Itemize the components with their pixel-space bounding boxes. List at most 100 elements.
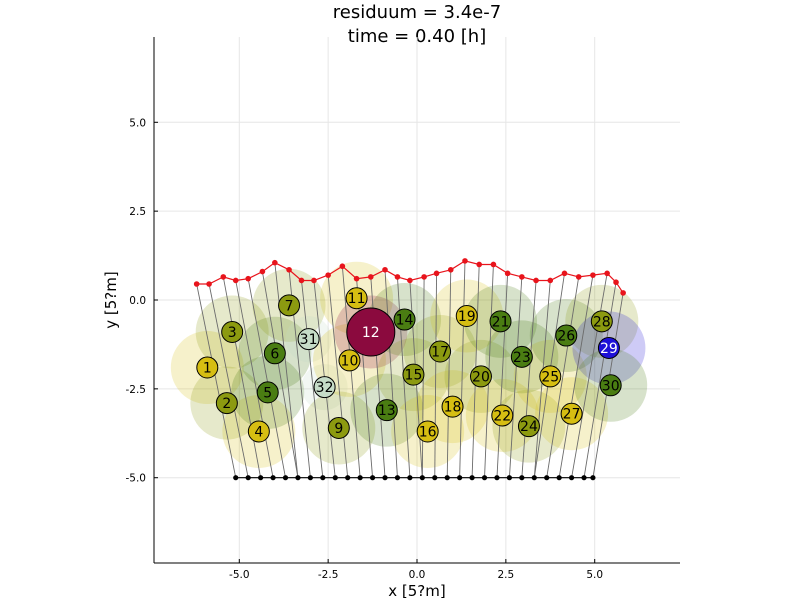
base-point — [506, 475, 513, 481]
cell-20: 20 — [469, 365, 492, 388]
surface-point — [519, 274, 525, 280]
cell-label: 17 — [431, 345, 449, 361]
spring-line — [571, 273, 608, 478]
cell-9: 9 — [327, 416, 350, 439]
spring-line — [341, 266, 361, 478]
surface-point — [206, 281, 212, 287]
surface-point — [533, 277, 539, 284]
base-point — [494, 475, 500, 481]
spring-line — [247, 278, 286, 478]
cell-11: 11 — [345, 287, 368, 310]
cell-disk — [221, 320, 244, 343]
spring-line — [459, 260, 466, 478]
cell-disk — [278, 294, 301, 317]
spring-line — [521, 280, 537, 478]
surface-point — [272, 259, 278, 266]
cell-32: 32 — [313, 376, 336, 399]
title-line-2: time = 0.40 [h] — [348, 26, 486, 47]
cell-disk — [393, 308, 416, 331]
cell-label: 21 — [492, 314, 510, 330]
spring-line — [558, 275, 594, 478]
cell-disk — [375, 399, 398, 422]
spring-line — [301, 280, 324, 478]
surface-point — [339, 263, 346, 270]
cell-disk — [469, 365, 492, 388]
surface-point — [311, 277, 317, 284]
base-point — [444, 475, 450, 481]
cell-31: 31 — [297, 328, 320, 351]
cell-disk — [215, 392, 238, 415]
y-axis-label: y [5?m] — [102, 271, 120, 328]
cell-label: 15 — [405, 368, 423, 384]
cell-disk — [416, 420, 439, 443]
cell-4: 4 — [247, 420, 270, 443]
spring-line — [327, 275, 349, 478]
x-tick-label: 0.0 — [409, 569, 426, 581]
cell-disk — [313, 376, 336, 399]
cell-label: 32 — [316, 380, 334, 396]
cell-disk — [345, 287, 368, 310]
cell-disk — [338, 349, 361, 372]
cell-12: 12 — [346, 307, 396, 357]
cell-disk — [599, 374, 622, 397]
surface-point — [407, 277, 413, 284]
base-point — [569, 475, 575, 481]
cell-27: 27 — [560, 402, 583, 425]
cell-disk — [441, 395, 464, 418]
base-point — [332, 475, 338, 481]
x-tick-label: 2.5 — [497, 569, 514, 581]
cell-17: 17 — [429, 340, 452, 363]
base-point — [544, 475, 550, 481]
spring-line — [496, 273, 509, 478]
surface-point — [220, 274, 227, 280]
cell-disk — [429, 340, 452, 363]
cell-label: 23 — [513, 350, 531, 366]
surface-point — [620, 290, 626, 296]
cell-disk — [402, 363, 425, 386]
cell-30: 30 — [599, 374, 622, 397]
cell-29: 29 — [597, 336, 620, 359]
cell-disk — [590, 310, 613, 333]
surface-point — [245, 275, 251, 282]
cell-18: 18 — [441, 395, 464, 418]
surface-point — [490, 261, 497, 268]
cell-19: 19 — [455, 304, 478, 327]
cell-disk — [256, 381, 279, 404]
base-point — [369, 475, 376, 481]
surface-point — [547, 277, 554, 284]
cell-label: 29 — [600, 341, 618, 357]
surface-point — [367, 274, 374, 280]
base-point — [295, 475, 301, 481]
cell-label: 28 — [593, 314, 611, 330]
cell-disk — [560, 402, 583, 425]
cell-label: 5 — [263, 385, 272, 401]
cell-disk — [455, 304, 478, 327]
y-tick-label: 2.5 — [129, 206, 146, 218]
x-tick-label: -2.5 — [318, 569, 339, 581]
y-tick-label: -5.0 — [126, 473, 147, 485]
cell-disk — [196, 356, 219, 379]
cell-label: 12 — [362, 325, 380, 341]
base-point — [270, 475, 276, 481]
surface-point — [433, 270, 440, 277]
spring-line — [446, 269, 452, 478]
cell-28: 28 — [590, 310, 613, 333]
cell-label: 6 — [270, 346, 279, 362]
cell-disk — [247, 420, 270, 443]
cell-21: 21 — [489, 310, 512, 333]
cell-label: 13 — [378, 403, 396, 419]
surface-point — [504, 270, 511, 277]
cell-5: 5 — [256, 381, 279, 404]
cell-label: 26 — [557, 329, 575, 345]
cell-disk — [297, 328, 320, 351]
spring-line — [546, 276, 580, 478]
cell-3: 3 — [221, 320, 244, 343]
cell-label: 30 — [602, 378, 620, 394]
surface-point — [353, 275, 360, 282]
cell-13: 13 — [375, 399, 398, 422]
base-point — [307, 475, 313, 481]
base-point — [282, 475, 289, 481]
cell-disk — [263, 342, 286, 365]
base-point — [345, 475, 351, 481]
base-point — [581, 475, 587, 481]
